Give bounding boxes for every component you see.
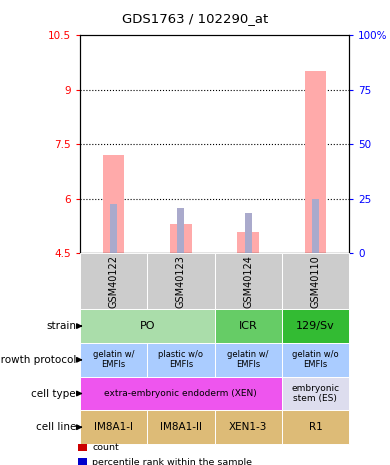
Text: gelatin w/o
EMFIs: gelatin w/o EMFIs bbox=[292, 350, 339, 370]
Text: PO: PO bbox=[140, 321, 155, 331]
Bar bbox=[78, 444, 87, 451]
Bar bbox=[80, 309, 215, 343]
Text: ICR: ICR bbox=[239, 321, 257, 331]
Bar bbox=[80, 411, 147, 444]
Bar bbox=[80, 343, 147, 377]
Bar bbox=[215, 253, 282, 309]
Text: gelatin w/
EMFIs: gelatin w/ EMFIs bbox=[93, 350, 134, 370]
Text: strain: strain bbox=[46, 321, 76, 331]
Bar bbox=[80, 377, 282, 411]
Text: IM8A1-II: IM8A1-II bbox=[160, 422, 202, 432]
Text: extra-embryonic endoderm (XEN): extra-embryonic endoderm (XEN) bbox=[105, 389, 257, 398]
Bar bbox=[282, 411, 349, 444]
Text: percentile rank within the sample: percentile rank within the sample bbox=[92, 458, 252, 465]
Bar bbox=[245, 213, 252, 253]
Text: GDS1763 / 102290_at: GDS1763 / 102290_at bbox=[122, 12, 268, 25]
Text: 129/Sv: 129/Sv bbox=[296, 321, 335, 331]
Text: growth protocol: growth protocol bbox=[0, 355, 76, 365]
Bar bbox=[110, 204, 117, 253]
Bar bbox=[177, 208, 184, 253]
Text: XEN1-3: XEN1-3 bbox=[229, 422, 267, 432]
Bar bbox=[147, 411, 214, 444]
Bar bbox=[170, 224, 191, 253]
Bar bbox=[80, 253, 147, 309]
Text: GSM40122: GSM40122 bbox=[108, 255, 119, 308]
Bar bbox=[215, 309, 282, 343]
Text: GSM40110: GSM40110 bbox=[310, 255, 321, 308]
Bar bbox=[215, 411, 282, 444]
Text: cell line: cell line bbox=[35, 422, 76, 432]
Bar bbox=[282, 309, 349, 343]
Bar bbox=[103, 155, 124, 253]
Text: gelatin w/
EMFIs: gelatin w/ EMFIs bbox=[227, 350, 269, 370]
Text: GSM40123: GSM40123 bbox=[176, 255, 186, 308]
Bar bbox=[147, 343, 214, 377]
Bar bbox=[147, 253, 214, 309]
Bar bbox=[282, 377, 349, 411]
Text: GSM40124: GSM40124 bbox=[243, 255, 253, 308]
Text: R1: R1 bbox=[308, 422, 322, 432]
Text: cell type: cell type bbox=[32, 388, 76, 399]
Bar bbox=[78, 458, 87, 465]
Bar bbox=[282, 343, 349, 377]
Text: count: count bbox=[92, 443, 119, 452]
Bar bbox=[238, 232, 259, 253]
Bar bbox=[312, 199, 319, 253]
Bar bbox=[215, 343, 282, 377]
Bar bbox=[282, 253, 349, 309]
Text: plastic w/o
EMFIs: plastic w/o EMFIs bbox=[158, 350, 203, 370]
Text: embryonic
stem (ES): embryonic stem (ES) bbox=[291, 384, 339, 403]
Bar bbox=[305, 71, 326, 253]
Text: IM8A1-I: IM8A1-I bbox=[94, 422, 133, 432]
